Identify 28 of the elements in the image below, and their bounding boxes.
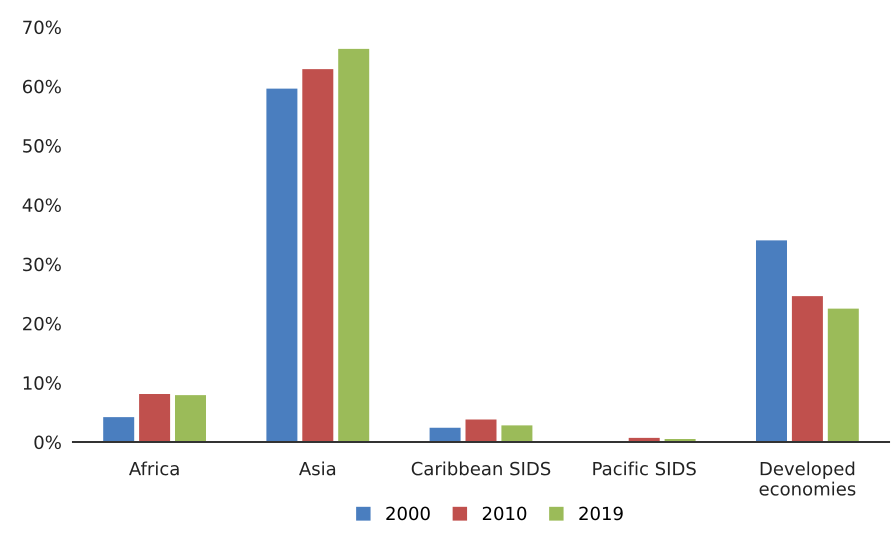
y-tick-label: 40% (22, 198, 61, 212)
x-tick-label: Asia (299, 461, 336, 476)
bar (501, 425, 532, 442)
bar (756, 240, 787, 442)
bar (430, 428, 461, 442)
x-tick-label: Pacific SIDS (593, 461, 696, 476)
x-tick-label: Caribbean SIDS (412, 461, 550, 476)
legend-label: 2010 (482, 506, 526, 520)
y-tick-label: 10% (24, 376, 61, 390)
bar (828, 308, 859, 442)
x-tick-label: Africa (129, 461, 179, 476)
y-tick-label: 0% (34, 435, 61, 450)
legend-label: 2019 (579, 506, 623, 520)
y-tick-label: 60% (23, 80, 61, 94)
y-tick-label: 70% (23, 20, 61, 34)
y-tick-label: 30% (23, 258, 61, 272)
y-tick-label: 20% (23, 316, 61, 331)
y-tick-label: 50% (23, 139, 61, 153)
bar (302, 69, 334, 442)
bar (266, 88, 298, 442)
bar (103, 417, 134, 442)
bar (338, 48, 370, 442)
bar (175, 395, 206, 442)
x-tick-label: Developed economies (760, 461, 856, 496)
bar (465, 419, 497, 442)
bar (792, 296, 823, 442)
legend-label: 2000 (386, 506, 430, 520)
bar (139, 394, 170, 442)
